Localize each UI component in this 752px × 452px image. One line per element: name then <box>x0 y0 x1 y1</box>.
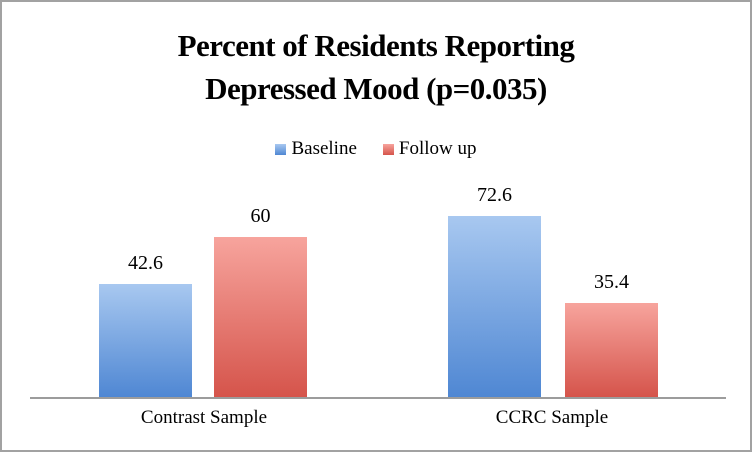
data-label-contrast-baseline: 42.6 <box>128 252 163 274</box>
bar-contrast-baseline <box>99 284 192 397</box>
bar-group-contrast-follow-up: 60 <box>214 184 307 397</box>
legend-label-baseline: Baseline <box>291 138 357 159</box>
baseline-swatch-icon <box>275 143 287 155</box>
chart-legend: Baseline Follow up <box>2 138 750 160</box>
x-axis-label-ccrc-sample: CCRC Sample <box>495 407 609 428</box>
bar-contrast-follow-up <box>214 237 307 397</box>
chart-title-line-2: Depressed Mood (p=0.035) <box>205 71 547 106</box>
x-axis-labels: Contrast Sample CCRC Sample <box>30 407 726 429</box>
bar-ccrc-baseline <box>448 216 541 397</box>
bar-group-contrast-baseline: 42.6 <box>99 184 192 397</box>
legend-item-baseline: Baseline <box>275 138 357 160</box>
legend-item-follow-up: Follow up <box>382 138 477 160</box>
bar-group-ccrc-follow-up: 35.4 <box>565 184 658 397</box>
bar-ccrc-follow-up <box>565 303 658 397</box>
bar-group-ccrc-baseline: 72.6 <box>448 184 541 397</box>
chart-title: Percent of Residents Reporting Depressed… <box>2 24 750 110</box>
x-axis-label-contrast-sample: Contrast Sample <box>140 407 268 428</box>
data-label-contrast-follow-up: 60 <box>250 205 271 227</box>
data-label-ccrc-follow-up: 35.4 <box>594 271 629 293</box>
chart-title-line-1: Percent of Residents Reporting <box>177 28 575 63</box>
follow-up-swatch-icon <box>382 143 394 155</box>
plot-area: 42.6 60 72.6 35.4 <box>30 184 726 399</box>
data-label-ccrc-baseline: 72.6 <box>477 184 512 206</box>
legend-label-follow-up: Follow up <box>398 138 477 159</box>
